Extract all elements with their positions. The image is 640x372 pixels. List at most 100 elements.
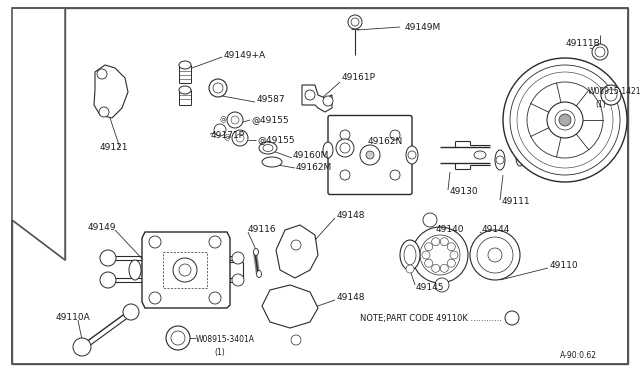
Text: W: W (607, 92, 615, 98)
Text: (1): (1) (595, 99, 605, 109)
Text: @: @ (219, 117, 226, 123)
Ellipse shape (404, 245, 416, 265)
Ellipse shape (262, 157, 282, 167)
Text: NOTE;PART CODE 49110K ............: NOTE;PART CODE 49110K ............ (360, 314, 502, 323)
Text: A-90:0.62: A-90:0.62 (560, 350, 597, 359)
Circle shape (503, 58, 627, 182)
Circle shape (559, 114, 571, 126)
Ellipse shape (259, 142, 277, 154)
Circle shape (231, 116, 239, 124)
Ellipse shape (323, 142, 333, 158)
Circle shape (605, 89, 617, 101)
Circle shape (390, 170, 400, 180)
Text: 49161P: 49161P (342, 74, 376, 83)
Text: 49140: 49140 (436, 225, 465, 234)
Circle shape (100, 250, 116, 266)
Circle shape (99, 107, 109, 117)
Circle shape (123, 304, 139, 320)
Text: 49149+A: 49149+A (224, 51, 266, 60)
Circle shape (517, 72, 613, 168)
Circle shape (406, 265, 414, 273)
Text: 49587: 49587 (257, 96, 285, 105)
Ellipse shape (406, 146, 418, 164)
Circle shape (431, 264, 440, 272)
Polygon shape (94, 65, 128, 118)
Circle shape (408, 151, 416, 159)
Circle shape (435, 278, 449, 292)
Circle shape (425, 243, 433, 251)
Circle shape (348, 15, 362, 29)
Circle shape (422, 251, 430, 259)
Text: 49149M: 49149M (405, 22, 441, 32)
Circle shape (340, 143, 350, 153)
Circle shape (423, 213, 437, 227)
Circle shape (232, 274, 244, 286)
Text: 49148: 49148 (337, 294, 365, 302)
Circle shape (555, 110, 575, 130)
Circle shape (420, 235, 460, 275)
Text: 49121: 49121 (100, 144, 129, 153)
Circle shape (232, 252, 244, 264)
Circle shape (595, 47, 605, 57)
Circle shape (149, 292, 161, 304)
Circle shape (527, 82, 603, 158)
Ellipse shape (129, 260, 141, 280)
Circle shape (166, 326, 190, 350)
Circle shape (340, 170, 350, 180)
Circle shape (149, 236, 161, 248)
Text: 49110A: 49110A (56, 314, 91, 323)
Circle shape (450, 251, 458, 259)
Circle shape (232, 130, 248, 146)
Circle shape (601, 85, 621, 105)
Ellipse shape (495, 150, 505, 170)
Text: 49110: 49110 (550, 262, 579, 270)
Ellipse shape (213, 83, 223, 93)
Circle shape (505, 311, 519, 325)
Circle shape (488, 248, 502, 262)
Circle shape (100, 272, 116, 288)
Text: 49162M: 49162M (296, 164, 332, 173)
Circle shape (173, 258, 197, 282)
Ellipse shape (253, 248, 259, 256)
Circle shape (366, 151, 374, 159)
Text: 49111B: 49111B (566, 38, 601, 48)
Text: (1): (1) (214, 347, 225, 356)
Ellipse shape (516, 150, 524, 166)
Circle shape (336, 139, 354, 157)
Circle shape (214, 124, 226, 136)
Circle shape (209, 236, 221, 248)
Text: @49155: @49155 (251, 115, 289, 125)
Circle shape (592, 44, 608, 60)
Text: 49162N: 49162N (368, 138, 403, 147)
Text: 49145: 49145 (416, 282, 445, 292)
Text: W08915-1421A: W08915-1421A (588, 87, 640, 96)
Text: @49155: @49155 (257, 135, 294, 144)
Text: c: c (510, 315, 514, 321)
Circle shape (390, 130, 400, 140)
Circle shape (360, 145, 380, 165)
Circle shape (209, 292, 221, 304)
Text: 49149: 49149 (88, 224, 116, 232)
Ellipse shape (179, 61, 191, 69)
Text: 49160M: 49160M (293, 151, 330, 160)
Circle shape (73, 338, 91, 356)
Text: 49144: 49144 (482, 225, 510, 234)
Circle shape (291, 240, 301, 250)
Circle shape (440, 264, 449, 272)
Ellipse shape (474, 151, 486, 159)
Polygon shape (142, 232, 230, 308)
Circle shape (323, 96, 333, 106)
Circle shape (447, 243, 455, 251)
Circle shape (425, 259, 433, 267)
Circle shape (517, 155, 523, 161)
Text: 49171P: 49171P (211, 131, 245, 141)
Circle shape (440, 238, 449, 246)
Text: 49111: 49111 (502, 198, 531, 206)
Circle shape (510, 65, 620, 175)
Text: 49148: 49148 (337, 212, 365, 221)
FancyBboxPatch shape (328, 115, 412, 195)
Circle shape (470, 230, 520, 280)
Text: @: @ (224, 135, 231, 141)
Polygon shape (262, 285, 318, 328)
Ellipse shape (179, 86, 191, 94)
